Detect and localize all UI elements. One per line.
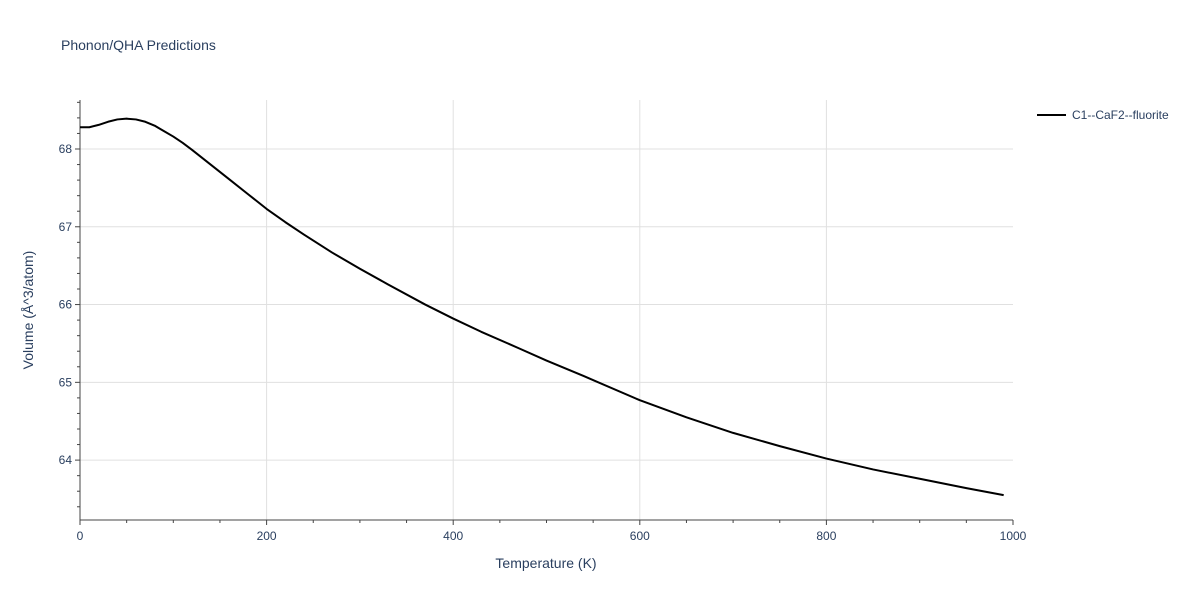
x-tick-label: 200 [257, 529, 277, 543]
y-tick-label: 66 [59, 298, 73, 312]
x-tick-label: 400 [443, 529, 463, 543]
legend: C1--CaF2--fluorite [1037, 108, 1169, 122]
y-tick-label: 67 [59, 220, 73, 234]
x-tick-label: 1000 [1000, 529, 1027, 543]
y-axis-title: Volume (Å^3/atom) [20, 251, 36, 370]
y-tick-label: 68 [59, 142, 73, 156]
x-tick-label: 0 [77, 529, 84, 543]
legend-label: C1--CaF2--fluorite [1072, 108, 1169, 122]
x-tick-label: 800 [816, 529, 836, 543]
y-tick-label: 65 [59, 375, 73, 389]
series-line [80, 117, 1004, 497]
axes: 0 200 400 600 800 1000 64 65 66 67 68 [59, 100, 1027, 543]
y-tick-label: 64 [59, 453, 73, 467]
series-lines [80, 117, 1004, 497]
gridlines [80, 100, 1013, 520]
chart-title: Phonon/QHA Predictions [61, 37, 216, 53]
x-axis-title: Temperature (K) [495, 555, 596, 571]
x-tick-label: 600 [630, 529, 650, 543]
